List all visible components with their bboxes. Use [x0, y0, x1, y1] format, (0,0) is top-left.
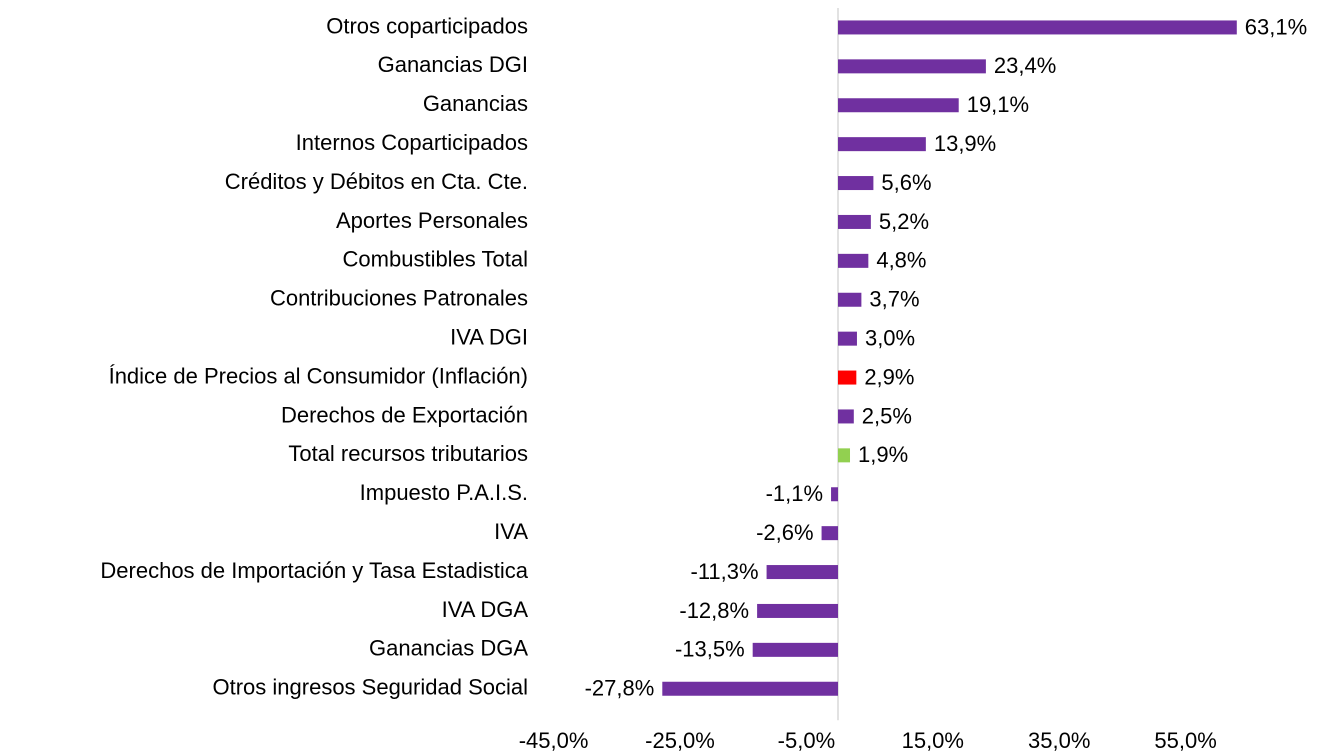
- x-tick-label: -45,0%: [519, 728, 589, 751]
- bar: [838, 448, 851, 463]
- value-label: -27,8%: [585, 676, 655, 701]
- bar: [838, 292, 862, 307]
- x-tick-label: 35,0%: [1028, 728, 1090, 751]
- category-label: IVA DGA: [442, 597, 529, 622]
- value-label: 23,4%: [994, 53, 1056, 78]
- bar: [838, 214, 871, 229]
- category-label: Internos Coparticipados: [296, 130, 528, 155]
- bar: [838, 253, 869, 268]
- bar: [838, 98, 959, 113]
- category-label: Índice de Precios al Consumidor (Inflaci…: [109, 363, 528, 388]
- bar: [831, 487, 838, 502]
- bar: [821, 526, 838, 541]
- bar: [757, 603, 838, 618]
- bar: [838, 331, 857, 346]
- x-tick-label: 55,0%: [1154, 728, 1216, 751]
- value-label: 5,6%: [881, 170, 931, 195]
- value-label: 1,9%: [858, 442, 908, 467]
- bar: [662, 681, 838, 696]
- value-label: -1,1%: [766, 481, 823, 506]
- category-label: Aportes Personales: [336, 208, 528, 233]
- bar: [838, 409, 854, 424]
- category-label: IVA DGI: [450, 324, 528, 349]
- category-label: Derechos de Exportación: [281, 402, 528, 427]
- category-label: Impuesto P.A.I.S.: [360, 480, 528, 505]
- category-label: Contribuciones Patronales: [270, 286, 528, 311]
- category-label: IVA: [494, 519, 528, 544]
- bar: [766, 565, 838, 580]
- bar: [838, 137, 926, 152]
- value-label: 63,1%: [1245, 14, 1307, 39]
- value-label: 2,5%: [862, 403, 912, 428]
- x-tick-label: -25,0%: [645, 728, 715, 751]
- value-label: -12,8%: [679, 598, 749, 623]
- category-label: Otros ingresos Seguridad Social: [213, 675, 529, 700]
- value-label: 5,2%: [879, 209, 929, 234]
- category-label: Ganancias DGI: [378, 52, 528, 77]
- bar: [752, 642, 838, 657]
- value-label: 2,9%: [864, 364, 914, 389]
- x-tick-label: 15,0%: [902, 728, 964, 751]
- value-label: -13,5%: [675, 637, 745, 662]
- value-label: 13,9%: [934, 131, 996, 156]
- category-label: Total recursos tributarios: [288, 441, 528, 466]
- category-label: Combustibles Total: [343, 247, 528, 272]
- bar: [838, 59, 986, 74]
- category-label: Otros coparticipados: [326, 13, 528, 38]
- value-label: 4,8%: [876, 248, 926, 273]
- value-label: -11,3%: [691, 559, 759, 584]
- bar: [838, 20, 1237, 35]
- category-label: Derechos de Importación y Tasa Estadisti…: [100, 558, 528, 583]
- category-label: Ganancias: [423, 91, 528, 116]
- value-label: 19,1%: [967, 92, 1029, 117]
- value-label: -2,6%: [756, 520, 813, 545]
- category-label: Créditos y Débitos en Cta. Cte.: [225, 169, 528, 194]
- category-label: Ganancias DGA: [369, 636, 528, 661]
- x-tick-label: -5,0%: [778, 728, 835, 751]
- value-label: 3,7%: [869, 287, 919, 312]
- bar: [838, 176, 874, 191]
- bar: [838, 370, 857, 385]
- value-label: 3,0%: [865, 325, 915, 350]
